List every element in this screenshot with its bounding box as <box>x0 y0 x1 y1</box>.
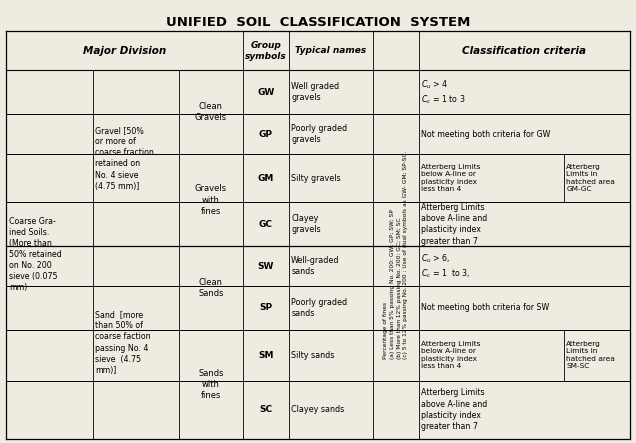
Text: GP: GP <box>259 129 273 139</box>
Text: Poorly graded
sands: Poorly graded sands <box>291 298 347 318</box>
Text: Gravels
with
fines: Gravels with fines <box>195 184 227 216</box>
Text: Well graded
gravels: Well graded gravels <box>291 82 340 102</box>
Text: Typical names: Typical names <box>295 46 366 55</box>
Text: Silty gravels: Silty gravels <box>291 174 341 183</box>
Text: Sands
with
fines: Sands with fines <box>198 369 224 400</box>
Text: Clean
Sands: Clean Sands <box>198 278 224 298</box>
Text: Poorly graded
gravels: Poorly graded gravels <box>291 124 347 144</box>
Text: SP: SP <box>259 303 272 312</box>
Text: Atterberg Limits
above A-line and
plasticity index
greater than 7: Atterberg Limits above A-line and plasti… <box>421 203 488 245</box>
Text: Sand  [more
than 50% of
coarse faction
passing No. 4
sieve  (4.75
mm)]: Sand [more than 50% of coarse faction pa… <box>95 310 151 375</box>
Text: Percentage of fines
(a) Less than 5% passing No. 200: GW; GP; SW; SP
(b) More th: Percentage of fines (a) Less than 5% pas… <box>384 150 408 359</box>
Text: Not meeting both criteria for SW: Not meeting both criteria for SW <box>421 303 550 312</box>
Text: GW: GW <box>257 88 274 97</box>
Text: Atterberg
Limits in
hatched area
GM-GC: Atterberg Limits in hatched area GM-GC <box>566 164 615 192</box>
Text: Atterberg Limits
below A-line or
plasticity index
less than 4: Atterberg Limits below A-line or plastic… <box>421 341 481 369</box>
Text: Not meeting both criteria for GW: Not meeting both criteria for GW <box>421 129 551 139</box>
Text: $C_u$ > 6,
$C_c$ = 1  to 3,: $C_u$ > 6, $C_c$ = 1 to 3, <box>421 252 471 280</box>
Text: Clayey
gravels: Clayey gravels <box>291 214 321 234</box>
Text: SW: SW <box>258 261 274 271</box>
Text: SC: SC <box>259 405 272 414</box>
Text: $C_u$ > 4
$C_c$ = 1 to 3: $C_u$ > 4 $C_c$ = 1 to 3 <box>421 78 466 106</box>
Text: SM: SM <box>258 351 273 360</box>
Text: Classification criteria: Classification criteria <box>462 46 586 56</box>
Text: GC: GC <box>259 220 273 229</box>
Text: Clean
Gravels: Clean Gravels <box>195 102 227 122</box>
Text: Clayey sands: Clayey sands <box>291 405 345 414</box>
Text: Major Division: Major Division <box>83 46 166 56</box>
Text: GM: GM <box>258 174 274 183</box>
Text: Atterberg Limits
above A-line and
plasticity index
greater than 7: Atterberg Limits above A-line and plasti… <box>421 389 488 431</box>
Text: UNIFIED  SOIL  CLASSIFICATION  SYSTEM: UNIFIED SOIL CLASSIFICATION SYSTEM <box>166 16 470 28</box>
Text: Well-graded
sands: Well-graded sands <box>291 256 340 276</box>
Text: Atterberg Limits
below A-line or
plasticity index
less than 4: Atterberg Limits below A-line or plastic… <box>421 164 481 192</box>
Text: Coarse Gra-
ined Soils.
(More than
50% retained
on No. 200
sieve (0.075
mm): Coarse Gra- ined Soils. (More than 50% r… <box>9 217 62 292</box>
Text: Gravel [50%
or more of
coarse fraction
retained on
No. 4 sieve
(4.75 mm)]: Gravel [50% or more of coarse fraction r… <box>95 126 154 190</box>
Text: Group
symbols: Group symbols <box>245 41 287 61</box>
Text: Silty sands: Silty sands <box>291 351 335 360</box>
Text: Atterberg
Limits in
hatched area
SM-SC: Atterberg Limits in hatched area SM-SC <box>566 341 615 369</box>
